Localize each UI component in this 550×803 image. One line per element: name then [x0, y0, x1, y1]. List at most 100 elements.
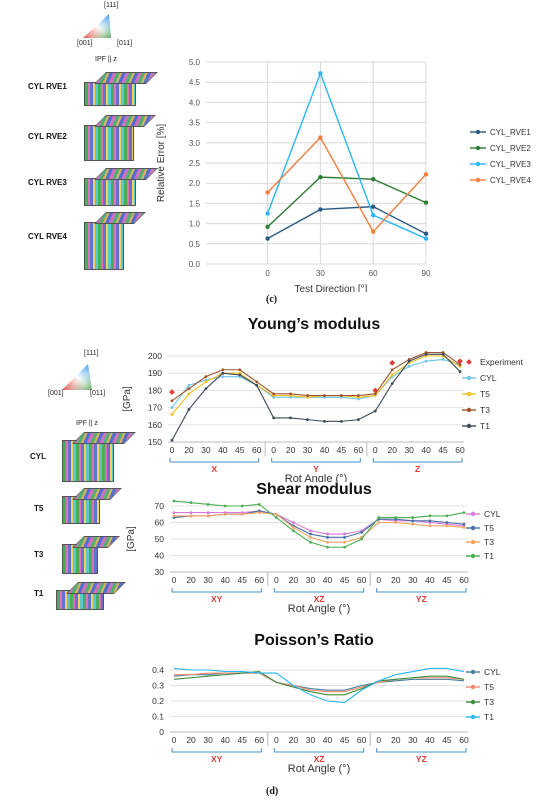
group-label-y: Y	[313, 464, 319, 474]
x-tick-label: 60	[459, 735, 469, 745]
x-tick-label: 40	[425, 735, 435, 745]
data-point	[206, 514, 210, 518]
y-tick-label: 170	[148, 403, 162, 413]
ipf-label-011-d: [011]	[90, 390, 106, 397]
group-bracket	[171, 748, 262, 753]
data-point	[462, 526, 466, 529]
legend-marker	[466, 423, 472, 429]
x-tick-label: 45	[238, 575, 248, 585]
x-tick-label: 40	[218, 445, 228, 455]
data-point	[274, 516, 278, 519]
data-point	[187, 387, 191, 391]
data-point	[306, 394, 309, 397]
data-point	[318, 207, 323, 212]
group-label-xy: XY	[211, 754, 223, 764]
data-point	[292, 521, 295, 524]
legend-label: CYL	[484, 667, 501, 677]
ipf-label-111-d: [111]	[84, 350, 99, 357]
group-bracket	[376, 588, 467, 593]
x-tick-label: 30	[408, 735, 418, 745]
group-label-xy: XY	[211, 594, 223, 604]
data-point	[394, 516, 398, 519]
data-point	[255, 383, 259, 387]
y-tick-label: 4.5	[189, 78, 201, 87]
data-point	[318, 71, 323, 76]
y-tick-label: 0.4	[152, 665, 164, 675]
data-point	[445, 524, 449, 528]
x-tick-label: 20	[289, 735, 299, 745]
data-point	[170, 406, 174, 409]
series-line-t3	[171, 352, 461, 402]
sample-label-t5: T5	[34, 504, 44, 513]
series-line-t1	[171, 353, 461, 441]
x-tick-label: 0	[274, 575, 279, 585]
caption-d: (d)	[266, 786, 279, 797]
data-point	[458, 370, 462, 373]
shear-modulus-chart: 30 40 50 60 70 0 20 30 40 45 60 0 20 30 40 45 60 0 20 30 40 4…	[126, 499, 501, 615]
data-point	[441, 352, 445, 356]
data-point	[340, 419, 343, 423]
x-tick-label: 0	[172, 735, 177, 745]
data-point	[265, 190, 270, 195]
experiment-point	[389, 360, 396, 366]
x-axis-title: Rot Angle (°)	[288, 763, 350, 775]
data-point	[371, 212, 376, 218]
data-point	[255, 380, 259, 384]
group-label-xz: XZ	[314, 754, 325, 764]
x-tick-label: 20	[286, 445, 296, 455]
relative-error-chart: 0.0 0.5 1.0 1.5 2.0 2.5 3.0 3.5 4.0 4.5 5.0 0 30 60 90…	[156, 58, 531, 292]
data-point	[423, 172, 429, 177]
data-point	[289, 392, 292, 396]
group-bracket	[372, 458, 463, 463]
data-point	[240, 504, 244, 508]
data-point	[187, 392, 191, 396]
legend-label: CYL	[480, 373, 497, 383]
data-point	[326, 535, 329, 539]
data-point	[206, 511, 210, 514]
x-tick-label: 0	[172, 575, 177, 585]
x-tick-label: 40	[220, 575, 230, 585]
x-tick-label: 60	[354, 445, 364, 455]
series-line-t1	[173, 667, 465, 704]
y-tick-label: 150	[148, 437, 162, 447]
data-point	[462, 522, 466, 526]
data-point	[360, 537, 364, 541]
microstructure-image-cyl	[62, 432, 136, 482]
y-tick-label: 70	[155, 501, 165, 511]
ipf-label-011-c: [011]	[117, 40, 133, 47]
x-tick-label: 20	[184, 445, 194, 455]
data-point	[189, 501, 193, 505]
y-tick-label: 190	[148, 368, 162, 378]
data-point	[407, 364, 411, 368]
data-point	[223, 512, 227, 516]
legend-marker	[466, 359, 472, 365]
x-tick-label: 60	[357, 735, 367, 745]
x-tick-label: 60	[255, 735, 265, 745]
series-line-t3	[173, 670, 465, 696]
y-tick-label: 0.2	[152, 696, 164, 706]
caption-c: (c)	[266, 294, 278, 305]
data-point	[390, 373, 394, 377]
legend-label: T3	[484, 537, 494, 547]
data-point	[189, 514, 193, 518]
legend-marker	[470, 539, 476, 545]
data-point	[423, 236, 429, 241]
x-tick-label: 40	[323, 735, 333, 745]
group-bracket	[376, 748, 467, 753]
data-point	[221, 371, 225, 375]
ipf-axis-label-d: IPF || z	[76, 420, 98, 427]
data-point	[445, 521, 449, 524]
data-point	[257, 511, 261, 514]
data-point	[371, 229, 376, 234]
data-point	[238, 373, 242, 377]
y-tick-label: 3.0	[189, 139, 201, 148]
group-label-z: Z	[415, 464, 420, 474]
data-point	[323, 419, 326, 423]
legend-label: T1	[484, 551, 494, 561]
data-point	[377, 516, 381, 519]
data-point	[428, 519, 432, 523]
x-tick-label: 30	[303, 445, 313, 455]
data-point	[428, 524, 432, 528]
data-point	[340, 394, 343, 397]
x-tick-label: 45	[442, 735, 452, 745]
